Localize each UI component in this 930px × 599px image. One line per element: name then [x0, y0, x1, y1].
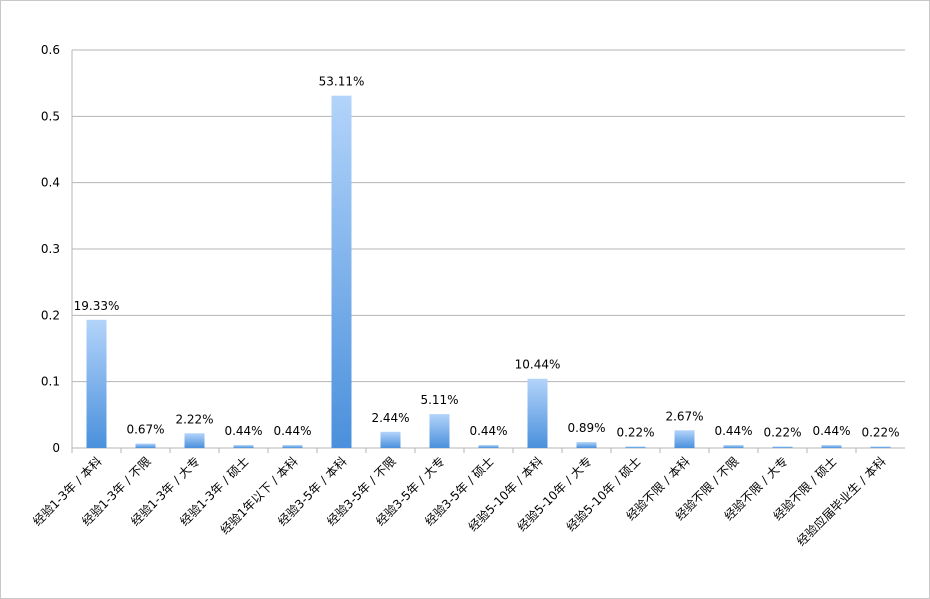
data-label: 0.67% [126, 423, 164, 437]
data-label: 0.44% [812, 424, 850, 438]
data-label: 0.44% [273, 424, 311, 438]
bar [86, 319, 107, 448]
bar [527, 378, 548, 448]
bar [674, 430, 695, 448]
bar [576, 442, 597, 448]
bar [233, 445, 254, 448]
bar [723, 445, 744, 448]
y-tick-label: 0.6 [41, 43, 60, 57]
y-tick-label: 0 [52, 441, 60, 455]
y-tick-label: 0.5 [41, 109, 60, 123]
data-label: 0.22% [861, 426, 899, 440]
bar [478, 445, 499, 448]
data-label: 0.22% [763, 426, 801, 440]
data-label: 53.11% [319, 75, 365, 89]
y-tick-label: 0.1 [41, 375, 60, 389]
data-label: 5.11% [420, 393, 458, 407]
bar [821, 445, 842, 448]
y-tick-label: 0.4 [41, 176, 60, 190]
data-label: 0.22% [616, 426, 654, 440]
bar [772, 446, 793, 448]
data-label: 10.44% [515, 358, 561, 372]
data-label: 0.89% [567, 421, 605, 435]
bar [625, 446, 646, 448]
bar [870, 446, 891, 448]
bar [429, 414, 450, 448]
bar [282, 445, 303, 448]
data-label: 19.33% [74, 299, 120, 313]
data-label: 2.22% [175, 412, 213, 426]
y-tick-label: 0.3 [41, 242, 60, 256]
data-label: 2.44% [371, 411, 409, 425]
y-tick-label: 0.2 [41, 308, 60, 322]
data-label: 2.67% [665, 409, 703, 423]
data-label: 0.44% [224, 424, 262, 438]
bar [135, 443, 156, 448]
data-label: 0.44% [469, 424, 507, 438]
bar [184, 433, 205, 448]
bar [331, 95, 352, 448]
bar [380, 431, 401, 448]
x-tick-label: 经验应届毕业生 / 本科 [793, 454, 888, 549]
data-label: 0.44% [714, 424, 752, 438]
